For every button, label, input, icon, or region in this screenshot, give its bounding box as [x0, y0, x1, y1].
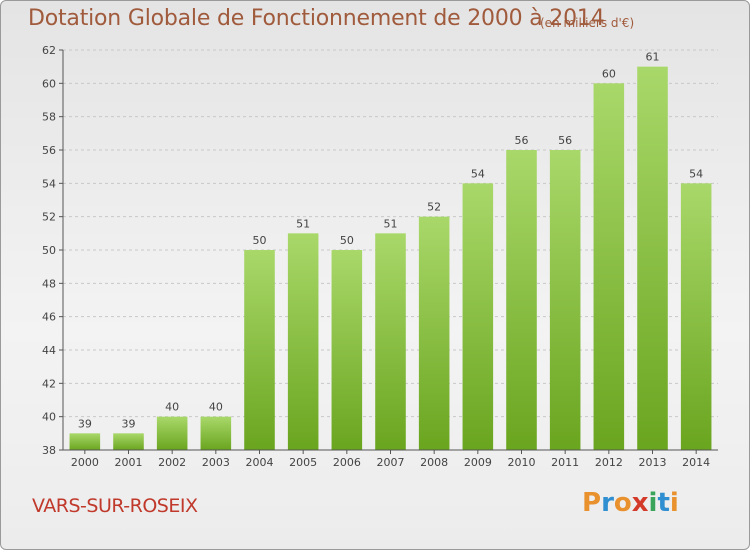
logo-letter: i — [648, 488, 658, 518]
bar — [637, 66, 668, 451]
bar — [375, 233, 406, 450]
x-tick-label: 2014 — [682, 456, 710, 469]
bar-value-label: 39 — [122, 417, 136, 430]
y-tick-label: 46 — [42, 311, 56, 324]
bar — [506, 150, 537, 450]
y-tick-label: 52 — [42, 211, 56, 224]
x-tick-label: 2000 — [71, 456, 99, 469]
logo-letter: i — [669, 488, 679, 518]
logo-letter: t — [657, 488, 670, 518]
x-tick-label: 2007 — [377, 456, 405, 469]
bar-value-label: 52 — [427, 201, 441, 214]
y-tick-label: 50 — [42, 244, 56, 257]
bar — [462, 183, 494, 451]
bar-value-label: 40 — [209, 401, 223, 414]
logo-letter: r — [601, 488, 614, 518]
bar-value-label: 61 — [646, 51, 660, 64]
proxiti-logo: Proxiti — [582, 488, 679, 518]
y-tick-label: 54 — [42, 177, 56, 190]
bar — [287, 233, 319, 450]
x-tick-label: 2006 — [333, 456, 361, 469]
bar — [680, 183, 712, 451]
y-tick-label: 38 — [42, 444, 56, 457]
bar — [244, 250, 275, 450]
x-tick-label: 2013 — [639, 456, 667, 469]
bar — [549, 150, 581, 450]
bar — [200, 416, 232, 450]
logo-letter: P — [582, 488, 602, 518]
y-tick-label: 48 — [42, 277, 56, 290]
bar-value-label: 56 — [558, 134, 572, 147]
x-tick-label: 2004 — [246, 456, 274, 469]
bar-value-label: 56 — [515, 134, 529, 147]
bar — [156, 416, 188, 450]
bar-value-label: 54 — [471, 167, 485, 180]
y-tick-label: 40 — [42, 411, 56, 424]
logo-letter: o — [613, 488, 632, 518]
x-tick-label: 2005 — [289, 456, 317, 469]
bar-value-label: 39 — [78, 417, 92, 430]
y-tick-label: 44 — [42, 344, 56, 357]
bar-value-label: 51 — [296, 217, 310, 230]
x-tick-label: 2008 — [420, 456, 448, 469]
bar-value-label: 50 — [253, 234, 267, 247]
chart-title: Dotation Globale de Fonctionnement de 20… — [28, 6, 605, 31]
bar — [418, 216, 450, 450]
bar-value-label: 40 — [165, 401, 179, 414]
x-tick-label: 2001 — [115, 456, 143, 469]
x-tick-label: 2002 — [158, 456, 186, 469]
bar-value-label: 54 — [689, 167, 703, 180]
bar — [331, 250, 363, 450]
y-tick-label: 60 — [42, 77, 56, 90]
bar-value-label: 51 — [384, 217, 398, 230]
x-tick-label: 2003 — [202, 456, 230, 469]
bar-value-label: 60 — [602, 67, 616, 80]
bar — [113, 433, 144, 450]
y-tick-label: 56 — [42, 144, 56, 157]
chart-unit: (en milliers d'€) — [540, 16, 635, 30]
logo-letter: x — [631, 488, 649, 518]
y-tick-label: 62 — [42, 44, 56, 57]
y-tick-label: 58 — [42, 111, 56, 124]
y-tick-label: 42 — [42, 377, 56, 390]
x-tick-label: 2010 — [508, 456, 536, 469]
commune-name: VARS-SUR-ROSEIX — [32, 495, 198, 517]
x-tick-label: 2009 — [464, 456, 492, 469]
bar — [69, 433, 101, 450]
bar-value-label: 50 — [340, 234, 354, 247]
x-tick-label: 2012 — [595, 456, 623, 469]
x-tick-label: 2011 — [551, 456, 579, 469]
bar — [593, 83, 625, 450]
